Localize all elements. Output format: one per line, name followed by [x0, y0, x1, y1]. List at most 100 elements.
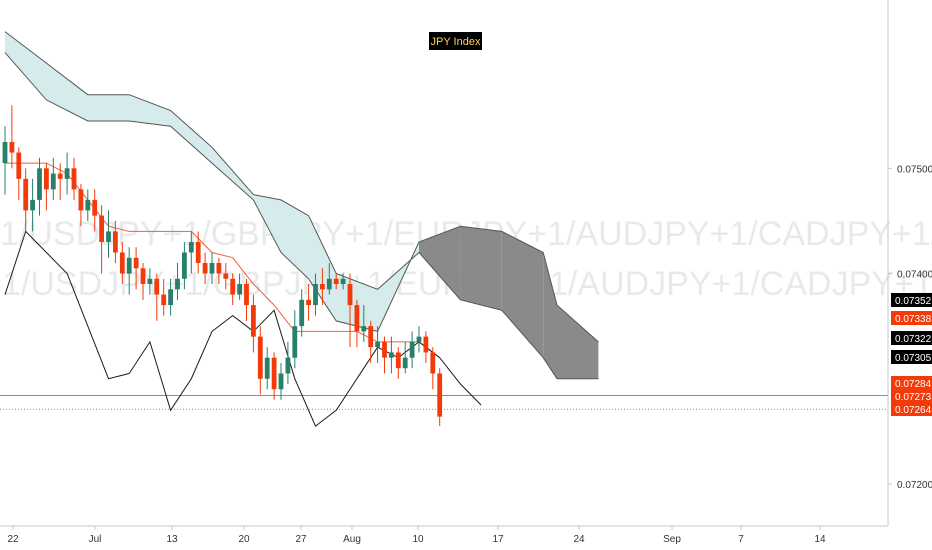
candle-body [223, 273, 229, 279]
time-scale[interactable]: 22 Jul 13 20 27 Aug 10 17 24 Sep 7 14 [7, 526, 826, 545]
candle-body [175, 278, 180, 290]
candle [147, 268, 153, 295]
candle [64, 152, 70, 195]
price-label-badge: 0.07305 [891, 350, 932, 364]
candle [168, 278, 173, 316]
candle [154, 273, 160, 321]
candle [133, 247, 139, 290]
candle-body [326, 278, 332, 290]
title-background [429, 32, 482, 50]
candle-body [389, 352, 394, 358]
candle-body [264, 357, 270, 379]
time-tick-label: Jul [89, 534, 102, 545]
candle [409, 331, 415, 369]
cloud-segment [501, 231, 544, 358]
candle-body [209, 263, 215, 274]
candle [23, 168, 29, 232]
candle-body [106, 231, 111, 242]
candle [402, 341, 408, 374]
candle [126, 247, 132, 295]
candle [320, 268, 325, 306]
candle-body [50, 173, 56, 190]
price-scale[interactable]: 0.07500 0.07400 0.07200 [888, 164, 932, 491]
candle [57, 163, 63, 200]
axes [0, 0, 889, 527]
ichimoku-cloud [4, 31, 599, 380]
candle-body [313, 284, 318, 306]
candle-body [409, 341, 415, 358]
candle-body [30, 199, 35, 211]
price-label-background [891, 402, 932, 416]
candle [223, 263, 229, 290]
time-tick-label: 17 [492, 534, 504, 545]
candle-body [202, 263, 208, 274]
time-tick-label: 14 [814, 534, 826, 545]
candle-body [382, 341, 387, 358]
candle-body [16, 152, 22, 179]
candle [85, 189, 91, 221]
cloud-segment [170, 110, 212, 164]
candle-body [271, 357, 277, 390]
candle [50, 157, 56, 200]
cloud-segment [87, 94, 130, 121]
candles [2, 105, 443, 427]
candle [437, 368, 443, 427]
price-label-text: 0.07284 [895, 379, 932, 390]
candle-body [292, 326, 298, 358]
price-label-badge: 0.07273 [891, 389, 932, 403]
candle [37, 157, 42, 216]
candle [361, 305, 367, 342]
candle [271, 352, 277, 400]
candle [78, 184, 84, 227]
candle [333, 273, 339, 290]
price-label-background [891, 311, 932, 325]
cloud-segment [253, 194, 281, 253]
candle [106, 210, 111, 258]
candle [188, 231, 194, 274]
price-label-badge: 0.07284 [891, 376, 932, 390]
candle-body [71, 168, 77, 190]
candle [202, 252, 208, 285]
candle [278, 362, 284, 400]
candle-body [402, 357, 408, 369]
candle-body [257, 336, 263, 379]
candle-body [416, 336, 422, 342]
candle-body [140, 268, 146, 285]
price-label-text: 0.07352 [895, 296, 932, 307]
price-label-background [891, 376, 932, 390]
candle [264, 347, 270, 390]
chart-title-badge: JPY Index [429, 32, 482, 50]
candle [140, 263, 146, 300]
candle [340, 273, 346, 290]
candle [230, 273, 236, 306]
time-tick-label: 22 [7, 534, 19, 545]
candle-body [251, 305, 256, 337]
candle [237, 273, 242, 300]
price-label-text: 0.07322 [895, 334, 932, 345]
time-tick-label: 7 [738, 534, 744, 545]
price-label-background [891, 389, 932, 403]
price-label-badge: 0.07322 [891, 331, 932, 345]
indicator-line [4, 230, 482, 427]
candle [2, 126, 8, 195]
candle [9, 105, 15, 169]
candle [92, 189, 98, 232]
candle [416, 326, 422, 353]
cloud-segment [460, 226, 502, 311]
candle [161, 278, 167, 316]
price-tick-label: 0.07500 [897, 164, 932, 175]
candle-body [78, 189, 84, 211]
candle-body [2, 142, 8, 164]
candle [430, 347, 436, 390]
candle [285, 341, 291, 384]
candle-body [23, 178, 29, 211]
candle-body [430, 352, 436, 374]
candle-body [375, 341, 380, 348]
candle [251, 294, 256, 353]
candle-body [395, 352, 401, 369]
indicator-line [5, 162, 441, 359]
candle-body [437, 373, 443, 417]
candle-body [161, 294, 167, 306]
candle-body [195, 241, 201, 263]
